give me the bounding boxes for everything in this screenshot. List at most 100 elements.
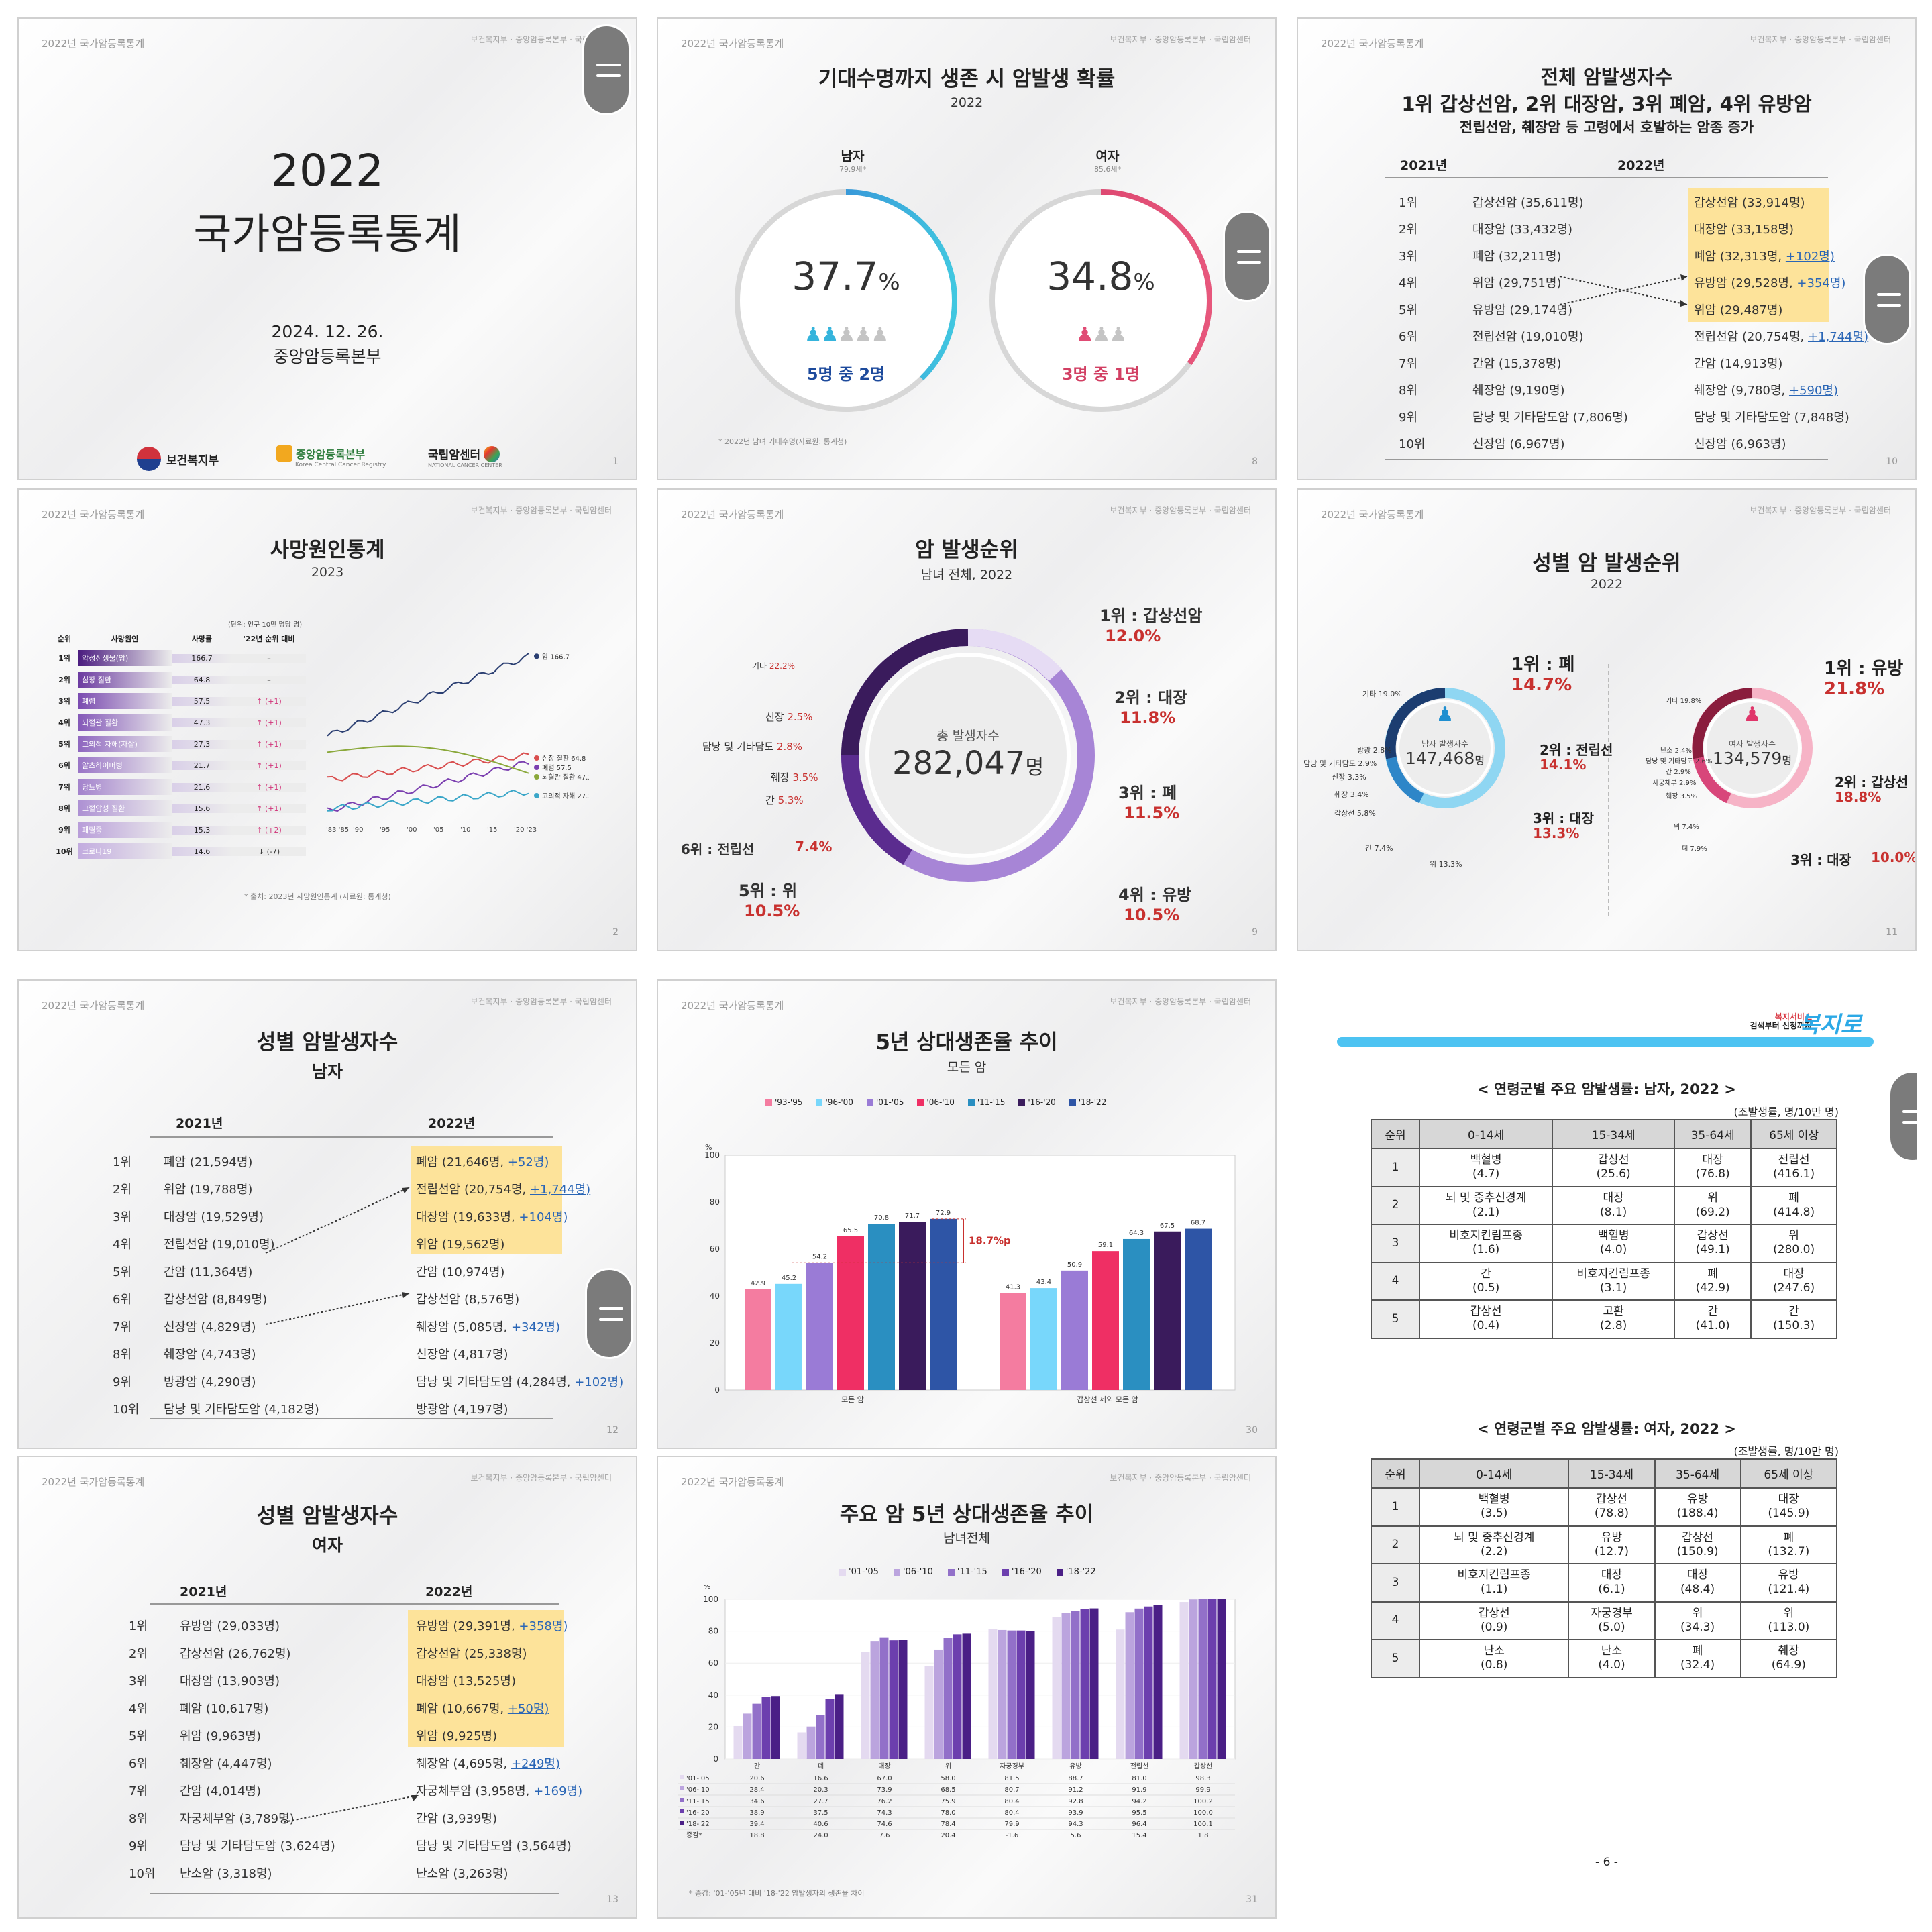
bar bbox=[889, 1640, 898, 1759]
top5-highlight bbox=[408, 1610, 564, 1747]
female-rank-percent: 10.0% bbox=[1871, 849, 1917, 865]
row-cause: 뇌혈관 질환 bbox=[78, 714, 172, 731]
rank-2021: 신장암 (6,967명) bbox=[1472, 437, 1565, 451]
table-series-label: '11-'15 bbox=[686, 1798, 710, 1805]
slide-survival-trend[interactable]: 2022년 국가암등록통계 보건복지부 · 중앙암등록본부 · 국립암센터 5년… bbox=[657, 979, 1277, 1449]
row-rate: 27.3 bbox=[172, 739, 232, 749]
table-value: 28.4 bbox=[749, 1786, 764, 1794]
rank-label: 1위 bbox=[113, 1155, 132, 1169]
table-series-label: '18-'22 bbox=[686, 1821, 710, 1828]
rank-percent: 12.0% bbox=[1105, 627, 1161, 645]
menu-button[interactable] bbox=[585, 1268, 633, 1359]
rank-2022: 신장암 (6,963명) bbox=[1694, 437, 1786, 451]
increase-value: +342명) bbox=[511, 1320, 560, 1334]
row-change: – bbox=[232, 675, 306, 684]
menu-button[interactable] bbox=[582, 24, 631, 115]
slide-major-survival[interactable]: 2022년 국가암등록통계 보건복지부 · 중앙암등록본부 · 국립암센터 주요… bbox=[657, 1456, 1277, 1919]
incidence-cell: 유방 (188.4) bbox=[1654, 1487, 1741, 1527]
slide-title: 성별 암발생자수 bbox=[256, 1030, 398, 1055]
slide-female-incidence[interactable]: 2022년 국가암등록통계 보건복지부 · 중앙암등록본부 · 국립암센터 성별… bbox=[17, 1456, 637, 1919]
rank-2021: 폐암 (21,594명) bbox=[164, 1155, 253, 1169]
incidence-cell: 자궁경부 (5.0) bbox=[1568, 1601, 1656, 1640]
rank-2021: 자궁체부암 (3,789명) bbox=[180, 1812, 294, 1826]
trend-line bbox=[327, 752, 529, 782]
slide-cover[interactable]: 2022년 국가암등록통계 보건복지부 · 중앙암등록본부 · 국립암센터 20… bbox=[17, 17, 637, 480]
y-tick: 80 bbox=[708, 1627, 718, 1636]
table-row: 1위 악성신생물(암) 166.7– bbox=[51, 647, 313, 669]
female-minor-label: 난소 2.4% bbox=[1660, 747, 1692, 755]
rank-2022: 대장암 (13,525명) bbox=[416, 1674, 516, 1688]
female-minor-label: 간 2.9% bbox=[1666, 769, 1691, 776]
menu-button[interactable] bbox=[1888, 1071, 1917, 1162]
male-ratio: 5명 중 2명 bbox=[806, 365, 885, 384]
rank-2022: 유방암 (29,528명, +354명) bbox=[1694, 276, 1846, 290]
menu-button[interactable] bbox=[1223, 211, 1271, 302]
slide-subtitle: 남자 bbox=[311, 1062, 343, 1081]
slide-header: 2022년 국가암등록통계 bbox=[42, 1000, 145, 1012]
rank-2021: 전립선암 (19,010명) bbox=[164, 1238, 275, 1252]
increase-value: +52명) bbox=[507, 1155, 549, 1169]
header-logos: 보건복지부 · 중앙암등록본부 · 국립암센터 bbox=[470, 506, 612, 515]
footnote: * 출처: 2023년 사망원인통계 (자료원: 통계청) bbox=[244, 892, 391, 901]
rank-cell: 4 bbox=[1371, 1261, 1420, 1301]
incidence-cell: 갑상선 (49.1) bbox=[1674, 1224, 1752, 1263]
female-rank-label: 2위 : 갑상선 bbox=[1835, 774, 1909, 790]
rank-2021: 폐암 (10,617명) bbox=[180, 1702, 269, 1716]
incidence-cell: 위 (113.0) bbox=[1739, 1601, 1838, 1640]
document-age-incidence[interactable]: 복지서비스 검색부터 신청까지 복지로 < 연령군별 주요 암발생률: 남자, … bbox=[1297, 979, 1917, 1919]
legend-label: '01-'05 bbox=[875, 1097, 904, 1107]
table-header-cell: 순위 bbox=[1371, 1119, 1420, 1149]
slide-subtitle: 남녀전체 bbox=[943, 1531, 990, 1546]
x-tick: '90 bbox=[353, 826, 363, 832]
incidence-cell: 갑상선 (0.4) bbox=[1418, 1299, 1554, 1339]
female-minor-label: 자궁체부 2.9% bbox=[1652, 780, 1697, 787]
table-row: 6위 알츠하이머병 21.7 ↑ (+1) bbox=[51, 755, 313, 776]
footnote: * 2022년 남녀 기대수명(자료원: 통계청) bbox=[718, 437, 847, 446]
table-value: 39.4 bbox=[749, 1821, 764, 1828]
bar-value-label: 68.7 bbox=[1191, 1220, 1205, 1227]
table-row: 3 비호지킨림프종 (1.1) 대장 (6.1) 대장 (48.4) 유방 (121.4) bbox=[1371, 1563, 1838, 1603]
bar bbox=[879, 1637, 889, 1759]
table-diff-value: -1.6 bbox=[1006, 1832, 1019, 1839]
table-value: 27.7 bbox=[813, 1798, 828, 1805]
x-tick: '10 bbox=[460, 826, 470, 832]
row-rank: 5위 bbox=[58, 740, 70, 749]
table-header: 순위 사망원인 사망률 '22년 순위 대비 bbox=[51, 631, 313, 647]
gauge-fill bbox=[735, 189, 957, 412]
bar bbox=[998, 1629, 1007, 1759]
slide-title: 성별 암 발생순위 bbox=[1532, 551, 1681, 576]
divider bbox=[1608, 664, 1609, 919]
slide-incidence-rank[interactable]: 2022년 국가암등록통계 보건복지부 · 중앙암등록본부 · 국립암센터 암 … bbox=[657, 488, 1277, 951]
slide-male-incidence[interactable]: 2022년 국가암등록통계 보건복지부 · 중앙암등록본부 · 국립암센터 성별… bbox=[17, 979, 637, 1449]
page-number: 12 bbox=[606, 1425, 619, 1436]
slide-total-incidence[interactable]: 2022년 국가암등록통계 보건복지부 · 중앙암등록본부 · 국립암센터 전체… bbox=[1297, 17, 1917, 480]
legend-label: '01-'05 bbox=[849, 1567, 879, 1577]
legend-item: '06-'10 bbox=[917, 1097, 955, 1107]
table-row: 3위 폐렴 57.5 ↑ (+1) bbox=[51, 690, 313, 712]
row-cause: 폐렴 bbox=[78, 693, 172, 709]
row-change: ↑ (+1) bbox=[232, 739, 306, 749]
table-header-cell: 0-14세 bbox=[1418, 1119, 1554, 1149]
male-minor-label: 신장 3.3% bbox=[1332, 773, 1366, 782]
table-value: 80.4 bbox=[1004, 1798, 1019, 1805]
table-series-label: '16-'20 bbox=[686, 1809, 710, 1817]
female-minor-label: 췌장 3.5% bbox=[1666, 793, 1697, 800]
table-series-label: '06-'10 bbox=[686, 1786, 710, 1794]
table-header-cell: 35-64세 bbox=[1654, 1458, 1741, 1489]
header-logos: 보건복지부 · 중앙암등록본부 · 국립암센터 bbox=[1110, 1473, 1251, 1483]
legend-label: 심장 질환 64.8 bbox=[542, 755, 586, 763]
table-value: 100.2 bbox=[1193, 1798, 1213, 1805]
slide-lifetime-risk[interactable]: 2022년 국가암등록통계 보건복지부 · 중앙암등록본부 · 국립암센터 기대… bbox=[657, 17, 1277, 480]
incidence-cell: 간 (150.3) bbox=[1750, 1299, 1837, 1339]
legend-item: '16-'20 bbox=[1002, 1567, 1042, 1577]
slide-death-causes[interactable]: 2022년 국가암등록통계 보건복지부 · 중앙암등록본부 · 국립암센터 사망… bbox=[17, 488, 637, 951]
minor-label: 췌장 3.5% bbox=[771, 771, 818, 784]
menu-button[interactable] bbox=[1863, 254, 1911, 345]
rank-cell: 2 bbox=[1371, 1525, 1420, 1564]
increase-value: +354명) bbox=[1796, 276, 1846, 290]
slide-subheadline: 전립선암, 췌장암 등 고령에서 호발하는 암종 증가 bbox=[1459, 119, 1754, 136]
row-cause: 패혈증 bbox=[78, 822, 172, 838]
rank-label: 1위 : 갑상선암 bbox=[1099, 606, 1203, 625]
slide-sex-rank[interactable]: 2022년 국가암등록통계 보건복지부 · 중앙암등록본부 · 국립암센터 성별… bbox=[1297, 488, 1917, 951]
